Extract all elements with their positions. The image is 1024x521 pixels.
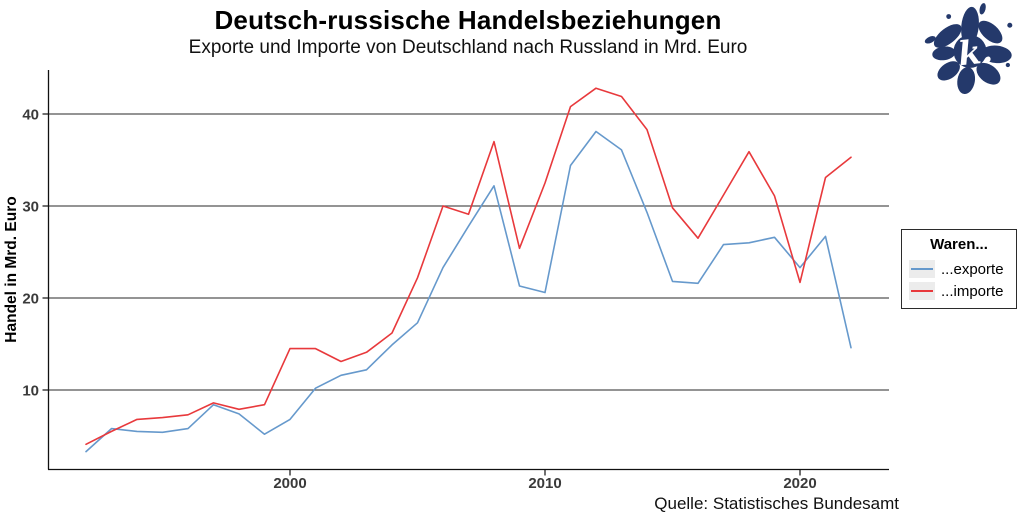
logo-splat-shape <box>924 3 1013 94</box>
legend-label-exporte: ...exporte <box>941 260 1004 278</box>
exporte-line-swatch <box>911 268 933 270</box>
exporte-line <box>85 130 852 453</box>
chart-title: Deutsch-russische Handelsbeziehungen <box>214 5 722 35</box>
y-tick-label: 30 <box>22 199 39 216</box>
legend-box: Waren... ...exporte ...importe <box>901 229 1017 309</box>
y-tick-label: 20 <box>22 291 39 308</box>
x-tick-label: 2000 <box>273 475 306 492</box>
logo-letter: k. <box>956 31 994 73</box>
legend-title: Waren... <box>930 236 988 253</box>
chart-subtitle: Exporte und Importe von Deutschland nach… <box>188 37 748 58</box>
importe-line-swatch <box>911 290 933 292</box>
x-tick-label: 2010 <box>528 475 561 492</box>
ink-splat-logo-icon: k. <box>924 3 1013 94</box>
legend-label-importe: ...importe <box>941 282 1004 300</box>
source-caption: Quelle: Statistisches Bundesamt <box>654 494 899 513</box>
importe-line <box>85 87 852 446</box>
legend-entry-importe: ...importe <box>902 280 1016 302</box>
y-tick-label: 10 <box>22 383 39 400</box>
y-tick-label: 40 <box>22 107 39 124</box>
legend-key-exporte <box>909 260 935 278</box>
x-tick-label: 2020 <box>783 475 816 492</box>
legend-key-importe <box>909 282 935 300</box>
legend-entry-exporte: ...exporte <box>902 258 1016 280</box>
y-axis-title: Handel in Mrd. Euro <box>3 196 20 342</box>
